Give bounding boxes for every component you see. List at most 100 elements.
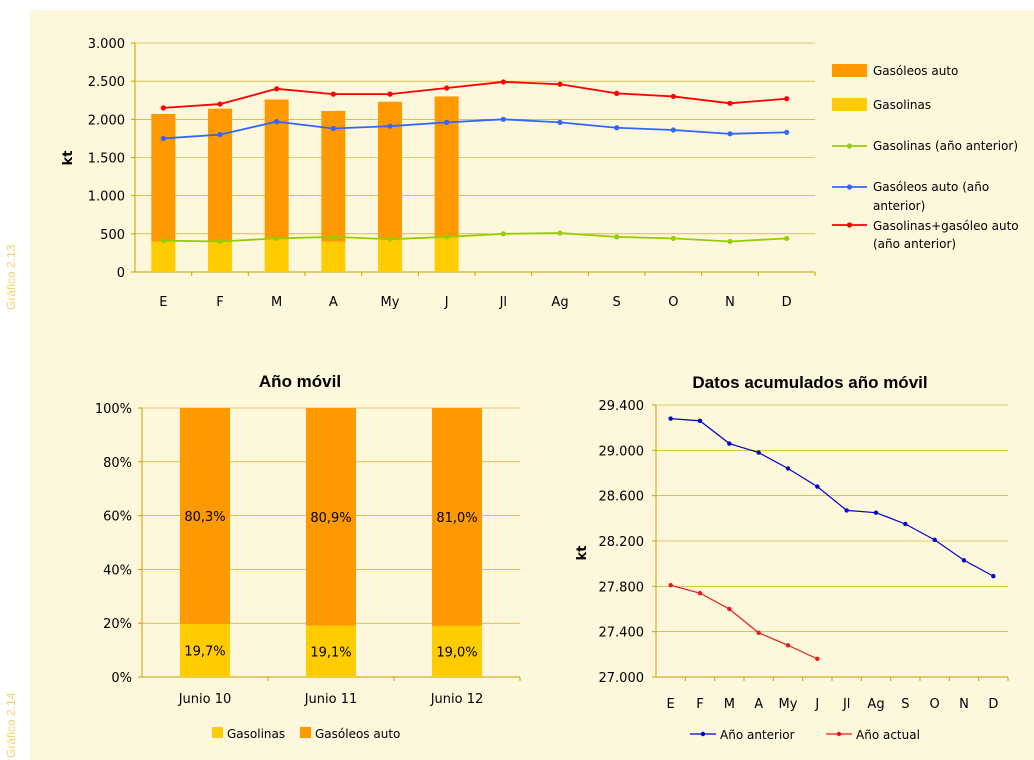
chart3-ytick-label: 29.400	[599, 399, 645, 414]
chart1-line-point	[614, 234, 620, 240]
legend-marker	[846, 143, 853, 149]
legend-label: Gasolinas (año anterior)	[873, 139, 1018, 153]
chart3-xtick-label: M	[724, 697, 735, 712]
chart1-line-point	[727, 131, 733, 137]
chart1-line-point	[727, 100, 733, 106]
chart2-data-label: 81,0%	[436, 511, 477, 526]
chart3-xtick-label: Ag	[867, 697, 884, 712]
chart1-xtick-label: M	[271, 295, 282, 310]
chart3-xtick-label: Jl	[842, 697, 850, 712]
legend-swatch-gasoleos	[300, 727, 311, 738]
chart3-ytick-label: 27.800	[599, 580, 645, 595]
legend-label: Año actual	[856, 728, 920, 742]
chart1-line-point	[784, 129, 790, 135]
chart3-line-point	[668, 416, 673, 421]
legend-marker	[836, 731, 842, 737]
chart1-line-point	[670, 235, 676, 242]
chart2-ytick-label: 40%	[103, 563, 132, 578]
chart3-xtick-label: D	[988, 697, 998, 712]
chart1-line-point	[614, 90, 620, 96]
legend-label: Gasóleos auto (año	[873, 180, 989, 194]
chart2-data-label: 19,0%	[436, 645, 477, 660]
chart3-xtick-label: A	[754, 697, 763, 712]
chart1-xtick-label: J	[444, 295, 449, 310]
chart3-line-point	[785, 466, 791, 471]
chart3-line-point	[903, 521, 908, 527]
chart2-bar-gasoleos	[306, 408, 356, 626]
chart1-line-point	[670, 93, 676, 100]
chart1-bar-gasolinas	[264, 239, 289, 272]
chart1-line-point	[160, 135, 166, 142]
chart1-line-point	[330, 91, 336, 97]
chart1-line-point	[500, 116, 506, 122]
chart1-xtick-label: S	[613, 295, 621, 310]
chart2-ytick-label: 80%	[103, 456, 132, 471]
chart1-line-point	[444, 85, 450, 91]
chart3-ytick-label: 28.200	[599, 535, 645, 550]
chart2-bar-gasoleos	[432, 408, 482, 626]
chart1-line-point	[387, 91, 393, 97]
chart1-line-point	[217, 101, 223, 107]
chart2-data-label: 19,7%	[184, 645, 225, 660]
chart3-xtick-label: S	[901, 697, 909, 712]
chart1-xtick-label: N	[725, 295, 735, 310]
chart1-line-point	[274, 119, 280, 125]
chart3-xtick-label: J	[814, 697, 819, 712]
chart1-line-series	[163, 118, 787, 140]
chart1-bar-gasolinas	[321, 241, 346, 272]
legend-label: (año anterior)	[873, 237, 956, 251]
chart1-ytick-label: 1.000	[88, 190, 125, 205]
chart1-xtick-label: O	[668, 295, 678, 310]
chart3-line-point	[697, 418, 703, 424]
chart3-ytick-label: 27.000	[599, 671, 645, 686]
chart3-ytick-label: 29.000	[599, 444, 645, 459]
chart2-bar-gasolinas	[306, 625, 356, 677]
legend-label: anterior)	[873, 199, 925, 213]
chart1-line-point	[727, 238, 733, 245]
chart2-title: Año móvil	[259, 372, 341, 391]
legend-swatch-gasoleos	[832, 64, 867, 77]
legend-swatch-gasolinas	[212, 727, 223, 738]
chart1-line-point	[387, 236, 393, 242]
chart2-xtick-label: Junio 12	[430, 692, 484, 707]
chart1-ytick-label: 500	[100, 228, 125, 243]
chart1-xtick-label: Ag	[551, 295, 568, 310]
chart2-data-label: 19,1%	[310, 645, 351, 660]
chart2-ytick-label: 20%	[103, 617, 132, 632]
chart1-xtick-label: A	[329, 295, 338, 310]
chart3-line-point	[932, 537, 937, 543]
chart3-line-point	[697, 590, 703, 596]
chart3-line-point	[961, 558, 967, 563]
chart1-xtick-label: D	[782, 295, 792, 310]
chart3-line-point	[815, 656, 820, 662]
chart1-line-point	[784, 96, 790, 102]
chart1-line-point	[557, 81, 563, 87]
chart1-line-point	[160, 105, 166, 111]
chart3-ylabel: kt	[575, 546, 590, 561]
chart1-bar-gasolinas	[378, 239, 402, 272]
chart3-line-point	[991, 573, 996, 579]
chart2-data-label: 80,3%	[184, 510, 225, 525]
chart3-ytick-label: 27.400	[599, 626, 645, 641]
chart3-ytick-label: 28.600	[599, 490, 645, 505]
chart2-data-label: 80,9%	[310, 511, 351, 526]
legend-marker	[846, 222, 853, 228]
chart1-xtick-label: My	[381, 295, 400, 310]
chart2-ytick-label: 100%	[95, 402, 132, 417]
chart1-line-point	[557, 119, 563, 125]
chart3-line-point	[844, 508, 849, 513]
chart3-xtick-label: F	[696, 697, 703, 712]
chart1-bar-gasoleos	[151, 113, 176, 242]
chart3-line-point	[756, 450, 761, 455]
chart1-line-point	[670, 127, 676, 133]
chart1-ytick-label: 3.000	[88, 37, 125, 52]
chart1-ytick-label: 2.000	[88, 113, 125, 128]
chart3-line-point	[873, 510, 879, 515]
chart1-bar-gasoleos	[434, 96, 459, 237]
chart1-line-point	[444, 234, 450, 240]
chart2-bar-gasolinas	[432, 625, 482, 677]
chart1-ytick-label: 2.500	[88, 75, 125, 90]
chart3-line-point	[727, 441, 732, 446]
chart1-xtick-label: E	[159, 295, 167, 310]
